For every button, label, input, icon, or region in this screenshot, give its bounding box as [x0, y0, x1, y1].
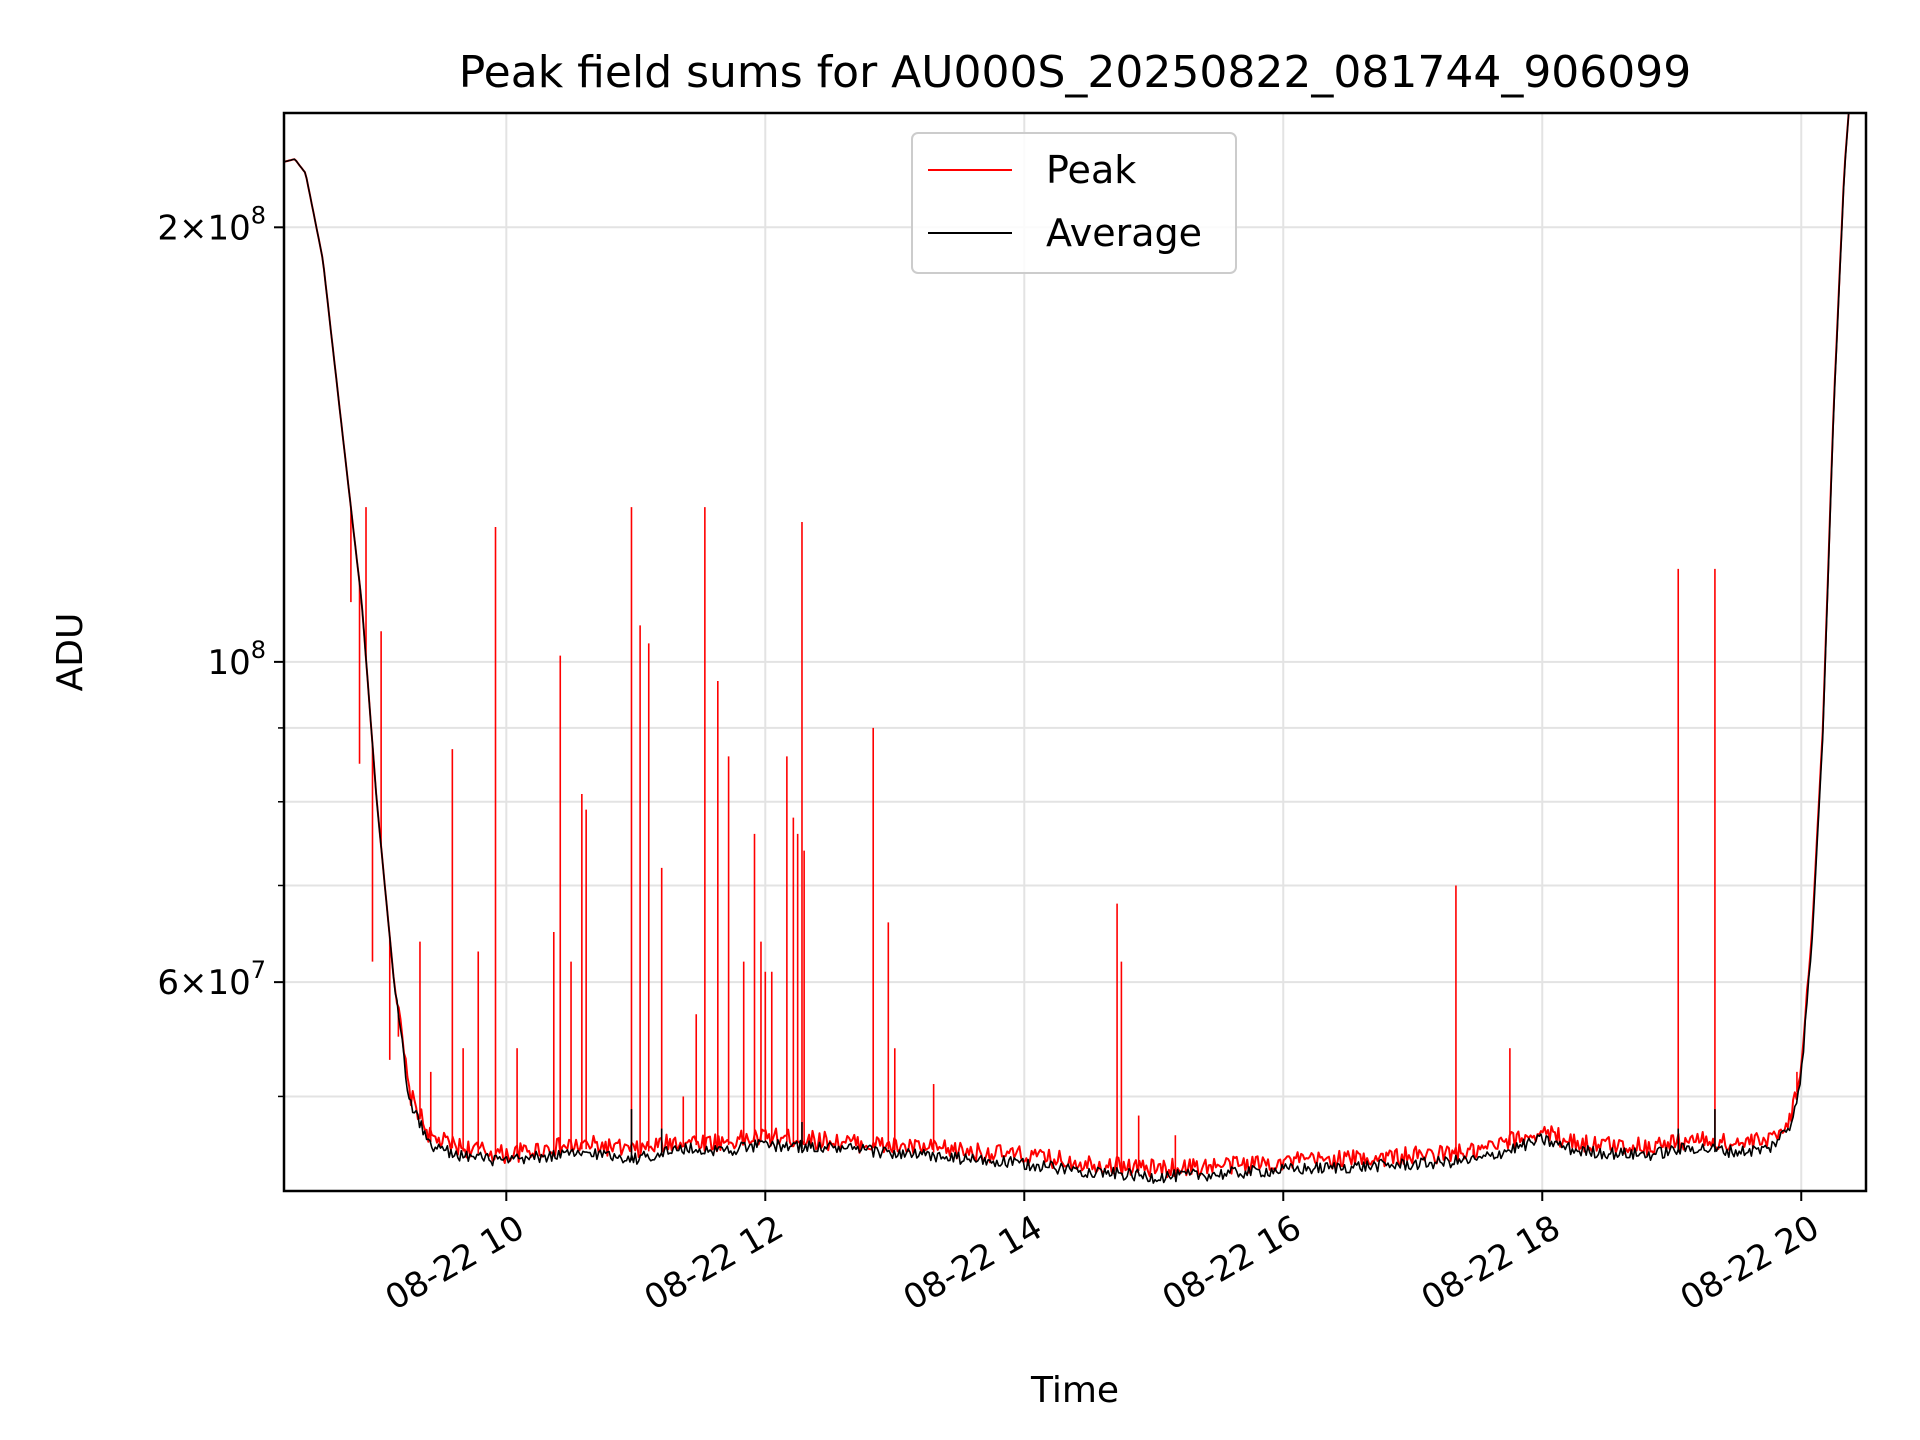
chart-title: Peak field sums for AU000S_20250822_0817… — [459, 47, 1692, 98]
series-line — [284, 113, 1850, 1184]
legend: Peak Average — [911, 132, 1237, 274]
legend-average-label: Average — [1046, 211, 1202, 255]
y-tick-label: 108 — [207, 636, 266, 683]
plot-frame — [282, 111, 1868, 1193]
y-axis-label: ADU — [50, 613, 91, 692]
y-tick-label: 2×108 — [157, 201, 266, 248]
grid — [284, 113, 1866, 1191]
legend-box — [911, 132, 1237, 274]
legend-peak-label: Peak — [1046, 148, 1136, 192]
y-axis: 6×107 108 2×108 — [157, 201, 284, 1098]
x-axis-label: Time — [1030, 1370, 1119, 1411]
y-tick-label: 6×107 — [157, 956, 266, 1003]
series-average — [284, 113, 1850, 1184]
